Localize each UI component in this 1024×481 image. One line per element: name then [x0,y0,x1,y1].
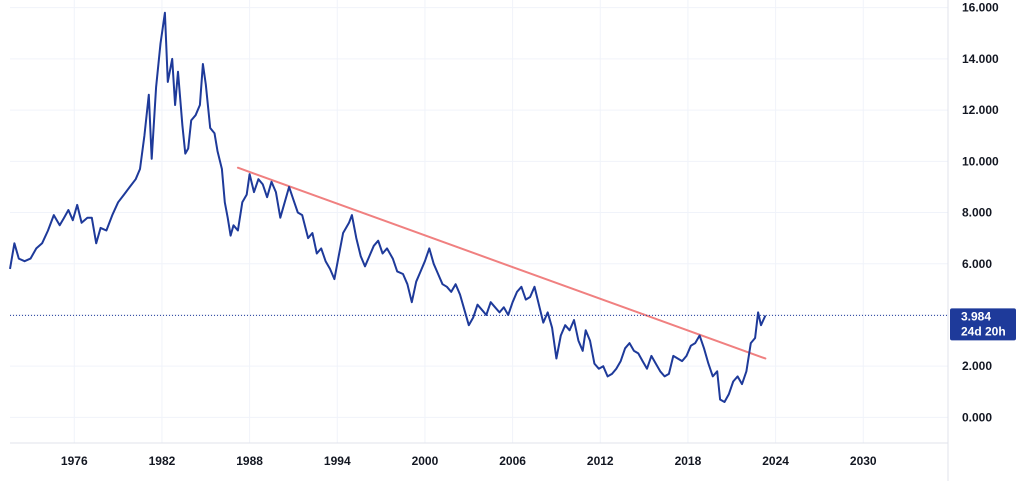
y-tick-label: 8.000 [962,206,992,220]
x-tick-label: 1994 [324,454,351,468]
series-line [9,11,767,403]
x-tick-label: 2024 [762,454,789,468]
last-value-countdown: 24d 20h [961,324,1006,338]
x-tick-label: 1976 [61,454,88,468]
x-tick-label: 1982 [149,454,176,468]
x-tick-label: 2000 [412,454,439,468]
chart-grid [10,0,948,443]
trendline[interactable] [236,166,767,360]
x-tick-label: 2006 [499,454,526,468]
y-tick-label: 12.000 [962,103,999,117]
y-tick-label: 0.000 [962,410,992,424]
y-tick-label: 10.000 [962,154,999,168]
y-tick-label: 2.000 [962,359,992,373]
y-tick-label: 6.000 [962,257,992,271]
last-value-badge-bg [950,308,1016,341]
x-axis-labels: 1976 1982 1988 1994 2000 2006 2012 2018 2024 2030 [61,454,877,468]
y-tick-label: 14.000 [962,52,999,66]
axis-layer [10,0,949,481]
y-tick-label: 16.000 [962,1,999,15]
x-tick-label: 2012 [587,454,614,468]
x-tick-label: 2030 [850,454,877,468]
y-axis-labels: 0.0002.0004.0006.0008.00010.00012.00014.… [962,1,999,425]
last-value-label: 3.984 [961,309,991,323]
x-tick-label: 1988 [236,454,263,468]
x-tick-label: 2018 [675,454,702,468]
trendline-layer [236,166,767,360]
series-layer [9,11,767,403]
